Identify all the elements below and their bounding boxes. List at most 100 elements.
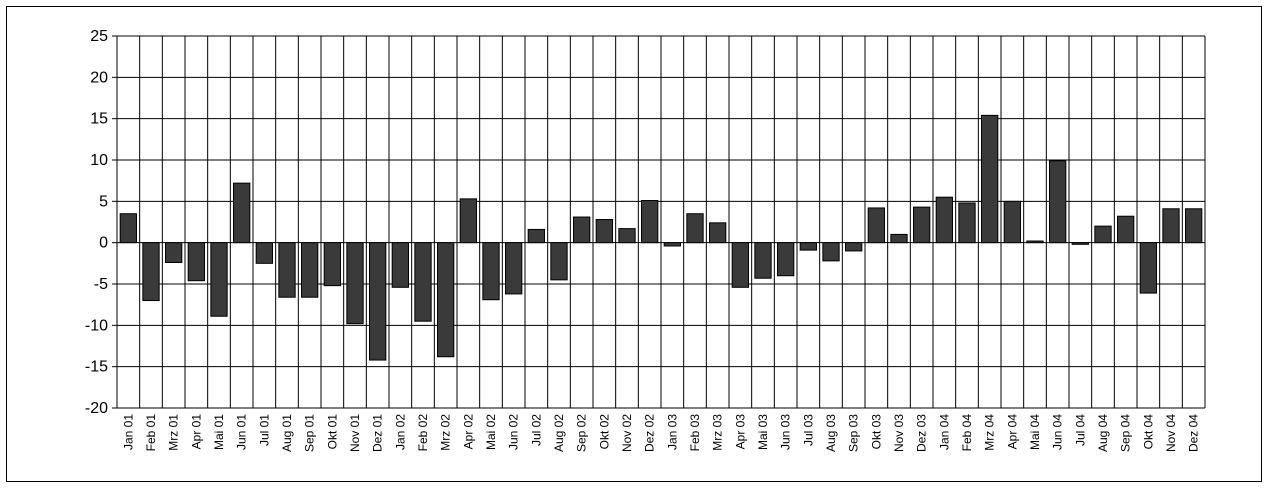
x-tick-label: Jun 03	[779, 414, 793, 450]
x-tick-label: Dez 03	[915, 414, 929, 452]
bar	[233, 182, 251, 244]
x-tick-label: Sep 02	[575, 414, 589, 452]
bar	[822, 242, 840, 262]
bar	[278, 242, 296, 298]
x-tick-label: Dez 01	[371, 414, 385, 452]
x-tick-label: Okt 01	[325, 414, 339, 450]
grid	[112, 35, 1206, 409]
x-tick-label: Jul 04	[1073, 414, 1087, 446]
x-tick-label: Sep 01	[303, 414, 317, 452]
y-tick-label: 15	[90, 111, 108, 128]
bar	[595, 219, 613, 244]
x-tick-label: Mrz 04	[983, 414, 997, 451]
bar	[799, 242, 817, 251]
bar	[323, 242, 341, 287]
x-tick-label: Jun 02	[507, 414, 521, 450]
bar	[1049, 160, 1067, 244]
y-tick-label: -5	[94, 276, 108, 293]
bar	[391, 242, 409, 288]
x-tick-label: Nov 03	[892, 414, 906, 452]
x-tick-label: Feb 04	[960, 414, 974, 452]
x-tick-label: Okt 04	[1141, 414, 1155, 450]
x-tick-label: Jun 01	[235, 414, 249, 450]
bar	[165, 242, 183, 264]
bar	[1185, 208, 1203, 244]
x-tick-label: Okt 02	[597, 414, 611, 450]
bar	[913, 206, 931, 244]
x-tick-label: Dez 04	[1187, 414, 1201, 452]
x-tick-label: Aug 04	[1096, 414, 1110, 452]
x-tick-label: Jul 03	[801, 414, 815, 446]
x-tick-label: Sep 04	[1119, 414, 1133, 452]
bar	[867, 207, 885, 244]
y-tick-label: -15	[85, 359, 108, 376]
bars	[119, 114, 1203, 361]
bar	[731, 242, 749, 288]
bar	[663, 242, 681, 247]
bar	[482, 242, 500, 301]
bar	[709, 222, 727, 244]
x-tick-label: Jul 01	[257, 414, 271, 446]
y-tick-label: 5	[99, 193, 108, 210]
bar	[255, 242, 273, 264]
x-tick-label: Aug 01	[280, 414, 294, 452]
bar	[1094, 225, 1112, 244]
bar	[1026, 240, 1044, 244]
bar	[119, 213, 137, 244]
y-axis-ticks: 25 20 15 10 5 0 -5 -10 -15 -20	[85, 28, 108, 417]
y-tick-label: -20	[85, 400, 108, 417]
bar	[142, 242, 160, 302]
bar	[437, 242, 455, 358]
x-tick-label: Feb 02	[416, 414, 430, 452]
bar	[505, 242, 523, 295]
bar	[1139, 242, 1157, 294]
x-tick-label: Mai 01	[212, 414, 226, 450]
bar	[618, 228, 636, 244]
y-tick-label: 10	[90, 152, 108, 169]
x-tick-label: Jan 04	[937, 414, 951, 450]
x-tick-label: Feb 01	[144, 414, 158, 452]
x-tick-label: Apr 03	[733, 414, 747, 450]
x-tick-label: Jun 04	[1051, 414, 1065, 450]
bar	[1117, 215, 1135, 244]
bar	[845, 242, 863, 252]
bar	[754, 242, 772, 279]
x-tick-label: Mrz 03	[711, 414, 725, 451]
x-tick-label: Nov 02	[620, 414, 634, 452]
x-tick-label: Nov 04	[1164, 414, 1178, 452]
x-tick-label: Mai 04	[1028, 414, 1042, 450]
x-tick-label: Mai 02	[484, 414, 498, 450]
bar	[1162, 208, 1180, 244]
bar	[1071, 242, 1089, 245]
bar	[641, 200, 659, 244]
x-tick-label: Dez 02	[643, 414, 657, 452]
x-tick-label: Sep 03	[847, 414, 861, 452]
bar	[935, 196, 953, 244]
x-tick-label: Jan 03	[665, 414, 679, 450]
bar	[958, 202, 976, 244]
x-tick-label: Nov 01	[348, 414, 362, 452]
bar	[369, 242, 387, 361]
x-tick-label: Apr 01	[189, 414, 203, 450]
x-tick-label: Jan 01	[121, 414, 135, 450]
bar	[527, 228, 545, 244]
bar	[981, 114, 999, 244]
bar	[686, 213, 704, 244]
x-tick-label: Okt 03	[869, 414, 883, 450]
bar	[414, 242, 432, 322]
x-tick-label: Apr 04	[1005, 414, 1019, 450]
bar	[550, 242, 568, 281]
bar	[573, 216, 591, 244]
x-tick-label: Aug 03	[824, 414, 838, 452]
x-tick-label: Apr 02	[461, 414, 475, 450]
x-tick-label: Mrz 01	[167, 414, 181, 451]
x-tick-label: Feb 03	[688, 414, 702, 452]
bar	[346, 242, 364, 325]
x-tick-label: Jul 02	[529, 414, 543, 446]
bar	[777, 242, 795, 277]
bar	[1003, 200, 1021, 244]
y-tick-label: 0	[99, 235, 108, 252]
x-tick-label: Mrz 02	[439, 414, 453, 451]
bar	[210, 242, 228, 317]
